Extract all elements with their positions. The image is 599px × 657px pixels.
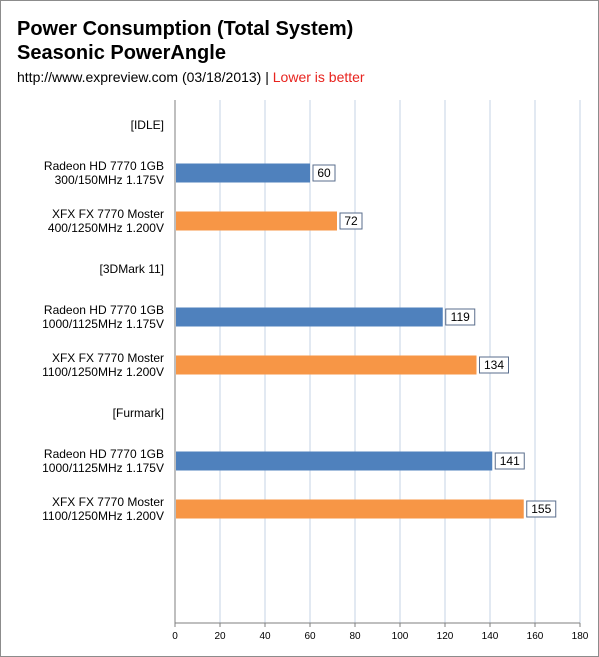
category-label: Radeon HD 7770 1GB	[44, 447, 164, 461]
x-tick-label: 120	[437, 631, 454, 642]
data-label: 72	[344, 214, 358, 228]
data-label: 134	[484, 358, 504, 372]
category-label: XFX FX 7770 Moster	[52, 351, 164, 365]
bar	[176, 211, 337, 231]
value-labels: 60 72 119 134 141 155	[312, 164, 557, 518]
data-label-box	[339, 212, 363, 230]
data-label: 141	[500, 454, 520, 468]
category-label: Radeon HD 7770 1GB	[44, 303, 164, 317]
group-label: [3DMark 11]	[100, 262, 164, 276]
category-label: XFX FX 7770 Moster	[52, 495, 164, 509]
x-axis: 0 20 40 60 80 100 120 140 160 180	[172, 100, 589, 642]
data-label-box	[479, 356, 509, 374]
source-line: http://www.expreview.com (03/18/2013) | …	[17, 69, 365, 85]
x-tick-label: 160	[527, 631, 544, 642]
x-tick-label: 80	[349, 631, 361, 642]
bar	[176, 499, 524, 519]
x-tick-label: 140	[482, 631, 499, 642]
source-separator: |	[261, 69, 273, 85]
source-text: http://www.expreview.com (03/18/2013)	[17, 69, 262, 85]
category-label: 1000/1125MHz 1.175V	[42, 461, 164, 475]
category-label: 1100/1250MHz 1.200V	[42, 509, 164, 523]
data-label: 155	[531, 502, 551, 516]
x-tick-label: 0	[172, 631, 178, 642]
x-tick-label: 180	[572, 631, 589, 642]
bar	[176, 307, 443, 327]
category-label: 1100/1250MHz 1.200V	[42, 365, 164, 379]
x-tick-label: 20	[214, 631, 226, 642]
bars	[176, 163, 524, 519]
data-label-box	[445, 308, 476, 326]
group-label: [IDLE]	[131, 118, 164, 132]
chart-subtitle: Seasonic PowerAngle	[17, 42, 226, 64]
data-label-box	[526, 500, 557, 518]
data-label: 119	[451, 310, 470, 324]
x-tick-label: 40	[259, 631, 271, 642]
category-label: XFX FX 7770 Moster	[52, 207, 164, 221]
data-label-box	[312, 164, 336, 182]
bar	[176, 355, 477, 375]
x-tick-label: 100	[392, 631, 409, 642]
data-label: 60	[317, 166, 331, 180]
category-label: 300/150MHz 1.175V	[55, 173, 164, 187]
bar	[176, 451, 493, 471]
category-label: 1000/1125MHz 1.175V	[42, 317, 164, 331]
x-tick-label: 60	[304, 631, 316, 642]
group-label: [Furmark]	[113, 406, 164, 420]
category-label: Radeon HD 7770 1GB	[44, 159, 164, 173]
chart-title: Power Consumption (Total System)	[17, 18, 354, 40]
category-label: 400/1250MHz 1.200V	[48, 221, 164, 235]
bar	[176, 163, 310, 183]
lower-is-better-note: Lower is better	[272, 69, 365, 85]
data-label-box	[494, 452, 525, 470]
